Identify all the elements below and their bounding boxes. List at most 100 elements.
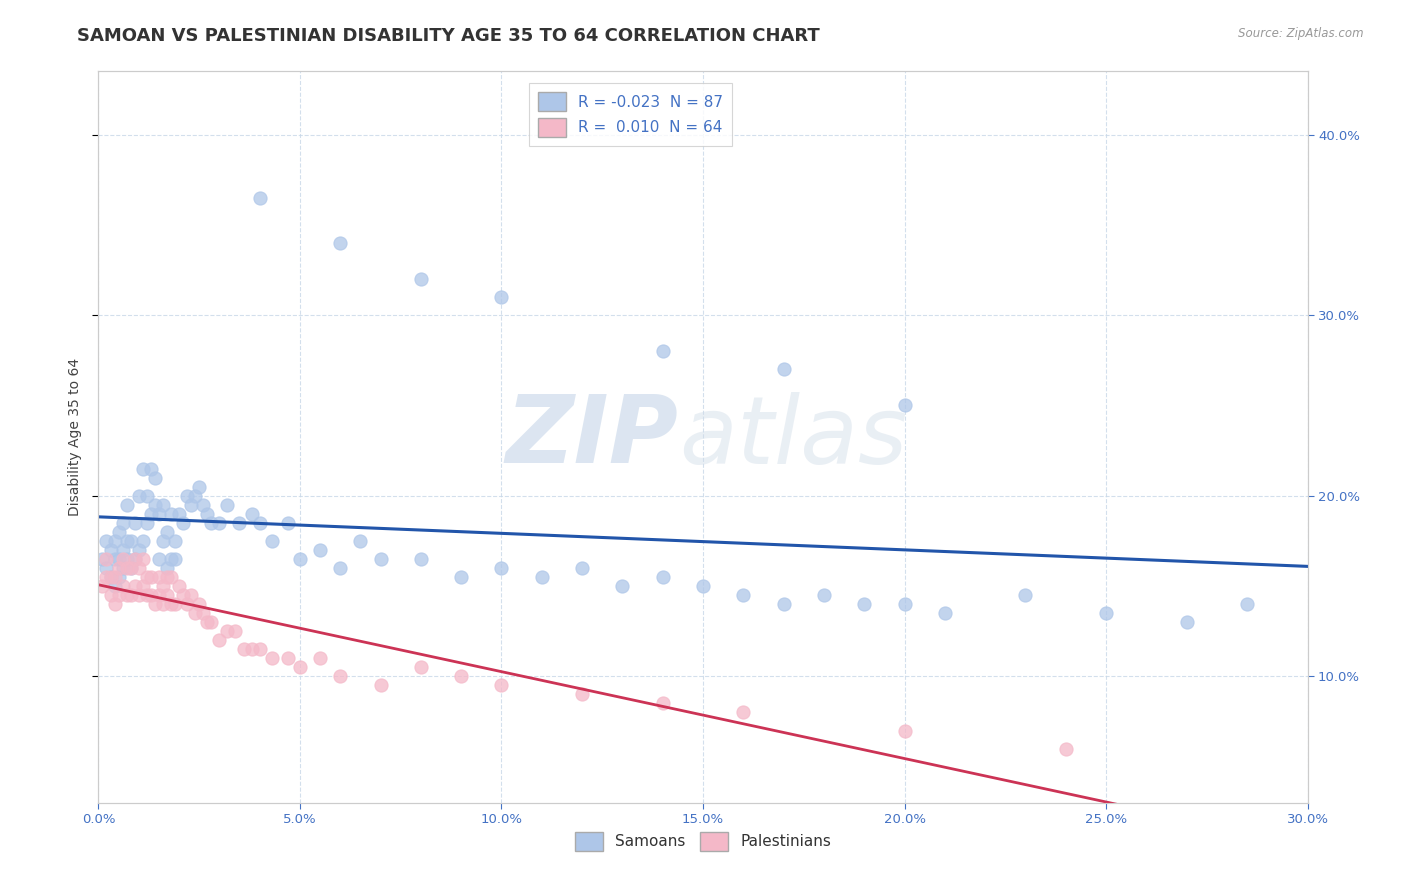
Point: [103, 570, 125, 584]
Point: [288, 660, 311, 674]
Point: [107, 552, 129, 566]
Point: [249, 191, 271, 205]
Point: [228, 516, 250, 530]
Point: [96, 552, 118, 566]
Point: [188, 480, 211, 494]
Point: [1095, 606, 1118, 620]
Point: [893, 399, 915, 413]
Point: [152, 579, 174, 593]
Y-axis label: Disability Age 35 to 64: Disability Age 35 to 64: [67, 358, 82, 516]
Point: [733, 706, 755, 720]
Point: [91, 552, 114, 566]
Point: [249, 642, 271, 657]
Point: [813, 588, 835, 602]
Point: [195, 615, 218, 630]
Point: [135, 489, 157, 503]
Point: [115, 498, 138, 512]
Text: Source: ZipAtlas.com: Source: ZipAtlas.com: [1239, 27, 1364, 40]
Point: [893, 597, 915, 611]
Point: [91, 579, 114, 593]
Point: [409, 660, 432, 674]
Point: [132, 579, 155, 593]
Point: [160, 597, 183, 611]
Point: [240, 507, 263, 521]
Point: [124, 552, 146, 566]
Point: [124, 516, 146, 530]
Point: [491, 290, 513, 304]
Point: [132, 552, 155, 566]
Point: [143, 498, 166, 512]
Point: [96, 533, 118, 548]
Point: [148, 507, 170, 521]
Point: [349, 533, 371, 548]
Point: [409, 552, 432, 566]
Point: [111, 552, 134, 566]
Point: [128, 489, 150, 503]
Point: [309, 651, 332, 665]
Point: [139, 588, 162, 602]
Point: [240, 642, 263, 657]
Point: [571, 561, 593, 575]
Point: [1014, 588, 1036, 602]
Point: [143, 597, 166, 611]
Point: [249, 516, 271, 530]
Point: [103, 533, 125, 548]
Point: [893, 723, 915, 738]
Point: [111, 516, 134, 530]
Point: [188, 597, 211, 611]
Point: [1054, 741, 1077, 756]
Point: [1175, 615, 1198, 630]
Point: [132, 461, 155, 475]
Point: [107, 588, 129, 602]
Point: [277, 516, 299, 530]
Point: [217, 498, 239, 512]
Point: [491, 561, 513, 575]
Point: [571, 688, 593, 702]
Point: [156, 561, 179, 575]
Point: [111, 561, 134, 575]
Legend: Samoans, Palestinians: Samoans, Palestinians: [569, 825, 837, 857]
Point: [277, 651, 299, 665]
Point: [152, 498, 174, 512]
Text: SAMOAN VS PALESTINIAN DISABILITY AGE 35 TO 64 CORRELATION CHART: SAMOAN VS PALESTINIAN DISABILITY AGE 35 …: [77, 27, 820, 45]
Point: [156, 570, 179, 584]
Point: [111, 543, 134, 558]
Point: [160, 507, 183, 521]
Point: [772, 597, 794, 611]
Point: [450, 570, 472, 584]
Point: [100, 570, 122, 584]
Point: [156, 524, 179, 539]
Point: [111, 579, 134, 593]
Point: [160, 552, 183, 566]
Point: [115, 552, 138, 566]
Point: [115, 561, 138, 575]
Point: [103, 597, 125, 611]
Point: [692, 579, 714, 593]
Point: [370, 678, 392, 692]
Point: [224, 624, 246, 639]
Point: [193, 498, 215, 512]
Point: [733, 588, 755, 602]
Point: [152, 533, 174, 548]
Point: [651, 697, 673, 711]
Point: [132, 533, 155, 548]
Point: [139, 507, 162, 521]
Point: [115, 588, 138, 602]
Point: [772, 362, 794, 376]
Point: [148, 552, 170, 566]
Point: [934, 606, 956, 620]
Point: [180, 588, 202, 602]
Point: [232, 642, 254, 657]
Point: [100, 588, 122, 602]
Point: [180, 498, 202, 512]
Point: [172, 588, 194, 602]
Point: [651, 570, 673, 584]
Point: [135, 516, 157, 530]
Point: [120, 533, 142, 548]
Point: [195, 507, 218, 521]
Point: [139, 461, 162, 475]
Point: [208, 633, 231, 648]
Point: [96, 570, 118, 584]
Point: [329, 561, 352, 575]
Point: [193, 606, 215, 620]
